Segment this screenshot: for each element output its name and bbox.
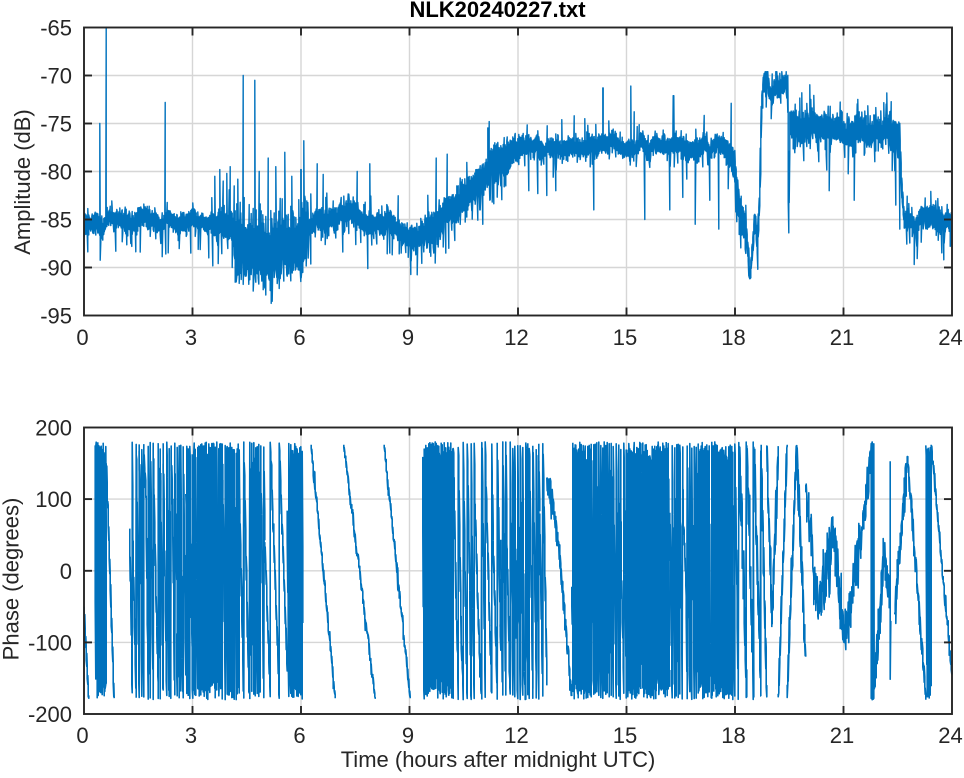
svg-text:-85: -85 bbox=[40, 208, 72, 233]
svg-text:0: 0 bbox=[76, 723, 88, 748]
svg-text:100: 100 bbox=[35, 487, 72, 512]
svg-text:0: 0 bbox=[60, 559, 72, 584]
svg-text:9: 9 bbox=[402, 723, 414, 748]
svg-text:-75: -75 bbox=[40, 112, 72, 137]
svg-text:18: 18 bbox=[721, 325, 745, 350]
svg-text:21: 21 bbox=[830, 325, 854, 350]
svg-text:-90: -90 bbox=[40, 256, 72, 281]
svg-text:-70: -70 bbox=[40, 64, 72, 89]
svg-text:-200: -200 bbox=[28, 702, 72, 727]
svg-text:3: 3 bbox=[185, 723, 197, 748]
svg-text:18: 18 bbox=[721, 723, 745, 748]
svg-text:-80: -80 bbox=[40, 160, 72, 185]
svg-text:24: 24 bbox=[938, 723, 962, 748]
svg-text:Time (hours after midnight UTC: Time (hours after midnight UTC) bbox=[341, 747, 656, 772]
svg-text:6: 6 bbox=[293, 723, 305, 748]
svg-text:3: 3 bbox=[185, 325, 197, 350]
svg-text:15: 15 bbox=[613, 723, 637, 748]
svg-text:21: 21 bbox=[830, 723, 854, 748]
svg-text:200: 200 bbox=[35, 416, 72, 441]
svg-text:Amplitude (dB): Amplitude (dB) bbox=[10, 109, 35, 255]
svg-text:15: 15 bbox=[613, 325, 637, 350]
svg-text:0: 0 bbox=[76, 325, 88, 350]
svg-text:-95: -95 bbox=[40, 304, 72, 329]
svg-text:6: 6 bbox=[293, 325, 305, 350]
svg-text:9: 9 bbox=[402, 325, 414, 350]
svg-text:12: 12 bbox=[504, 325, 528, 350]
svg-text:-65: -65 bbox=[40, 16, 72, 41]
svg-text:Phase (degrees): Phase (degrees) bbox=[0, 498, 23, 661]
svg-text:12: 12 bbox=[504, 723, 528, 748]
svg-text:NLK20240227.txt: NLK20240227.txt bbox=[409, 0, 586, 22]
svg-text:-100: -100 bbox=[28, 630, 72, 655]
svg-text:24: 24 bbox=[938, 325, 962, 350]
